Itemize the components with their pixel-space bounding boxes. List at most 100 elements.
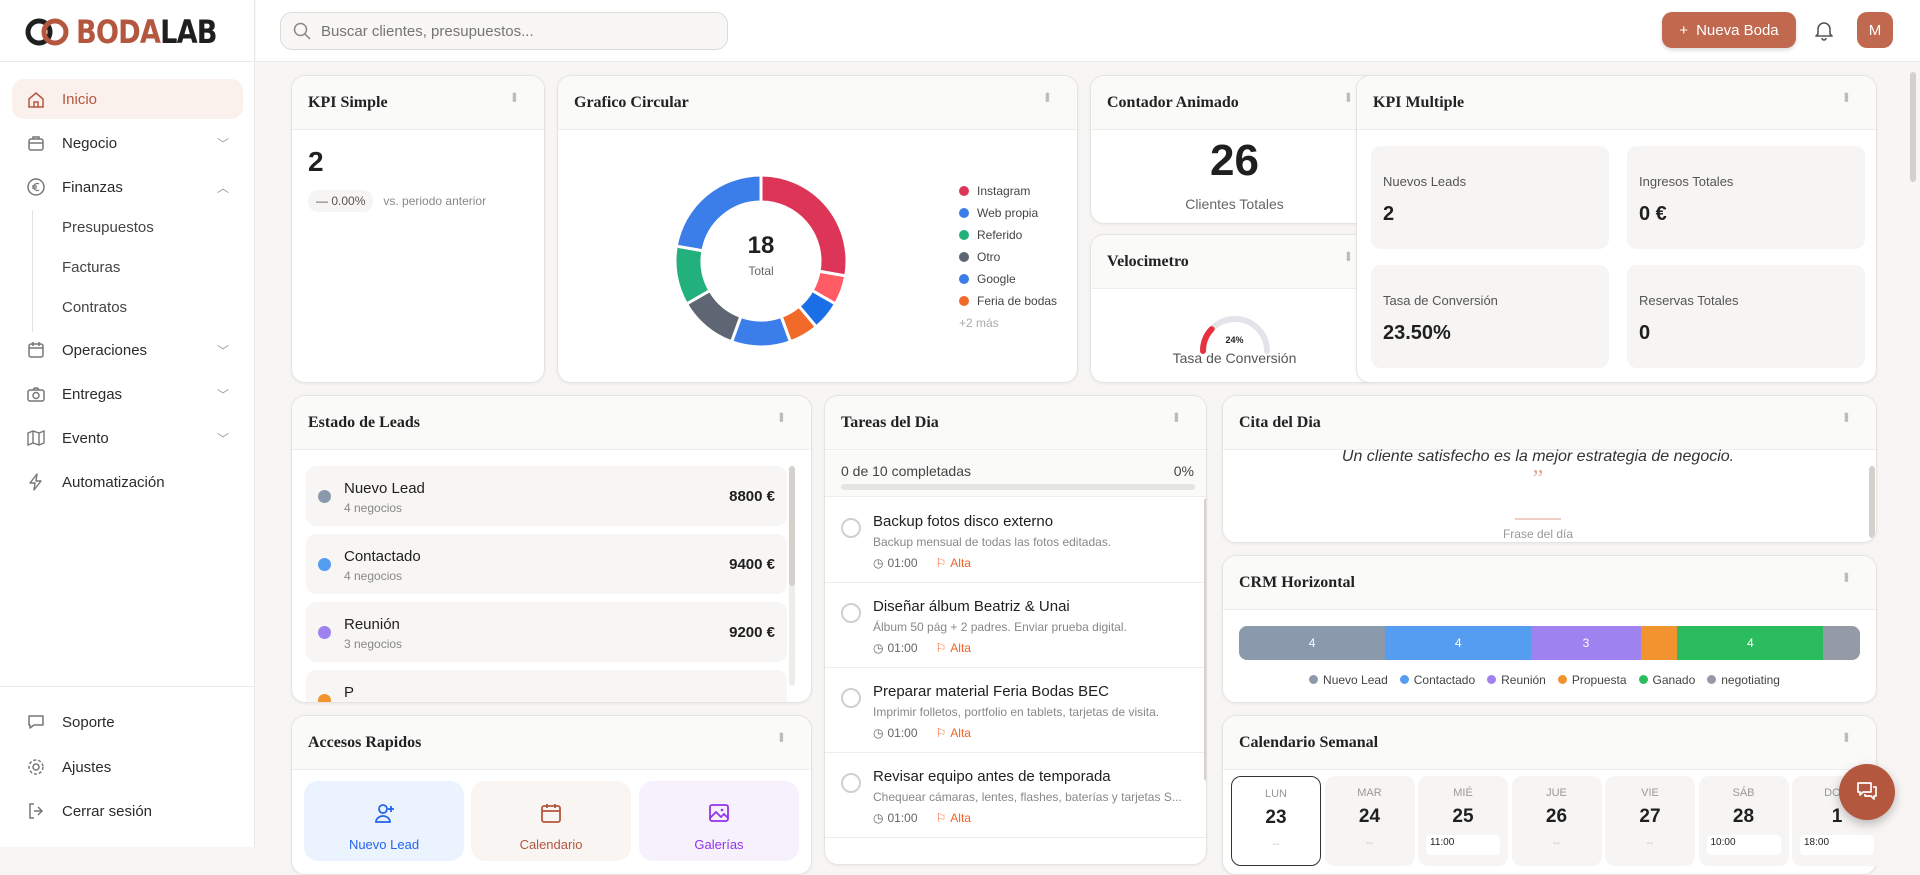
chat-button[interactable] — [1839, 764, 1895, 820]
more-options-icon[interactable]: ••• — [774, 732, 790, 741]
sidebar-item-operaciones[interactable]: Operaciones ﹀ — [12, 330, 243, 370]
scrollbar-thumb[interactable] — [789, 466, 795, 586]
stage-amount: 9200 € — [729, 624, 775, 641]
stage-dot — [318, 490, 331, 503]
crm-segment-nuevo-lead[interactable]: 4 — [1239, 626, 1386, 660]
sidebar-item-label: Entregas — [62, 385, 123, 403]
map-icon — [26, 428, 46, 448]
scrollbar-thumb[interactable] — [1869, 466, 1875, 538]
logo[interactable]: BODALAB — [24, 12, 241, 52]
calendar-day[interactable]: MAR 24 -- — [1324, 776, 1415, 866]
new-wedding-button[interactable]: + Nueva Boda — [1662, 12, 1796, 48]
legend-label: Otro — [977, 250, 1001, 264]
crm-segment-reunión[interactable]: 3 — [1531, 626, 1641, 660]
task-checkbox[interactable] — [841, 603, 861, 623]
task-item[interactable]: Backup fotos disco externo Backup mensual… — [825, 498, 1206, 583]
lead-stage-row[interactable]: Reunión 3 negocios 9200 € — [306, 602, 787, 662]
lead-stage-row[interactable]: Nuevo Lead 4 negocios 8800 € — [306, 466, 787, 526]
calendar-day[interactable]: LUN 23 -- — [1231, 776, 1321, 866]
quick-access-nuevo-lead[interactable]: Nuevo Lead — [304, 781, 464, 861]
change-badge: — 0.00% — [308, 190, 374, 212]
divider — [0, 686, 255, 687]
task-item[interactable]: Revisar equipo antes de temporada Chequea… — [825, 753, 1206, 838]
calendar-day[interactable]: JUE 26 -- — [1511, 776, 1602, 866]
donut-legend: Instagram Web propia Referido Otro Google Fer… — [959, 180, 1057, 334]
more-options-icon[interactable]: ••• — [1169, 412, 1185, 421]
avatar[interactable]: M — [1857, 12, 1893, 48]
crm-segment-contactado[interactable]: 4 — [1385, 626, 1532, 660]
crm-segment-propuesta[interactable] — [1640, 626, 1678, 660]
donut-slice-web-propia[interactable] — [674, 173, 763, 253]
legend-more[interactable]: +2 más — [959, 316, 999, 330]
calendar-day[interactable]: VIE 27 -- — [1605, 776, 1695, 866]
more-options-icon[interactable]: ••• — [1341, 92, 1357, 101]
more-options-icon[interactable]: ••• — [1839, 732, 1855, 741]
bell-icon[interactable] — [1812, 18, 1836, 42]
sidebar-bottom-item[interactable]: Soporte — [12, 702, 243, 742]
logo-text-boda: BODA — [76, 13, 161, 51]
chat-icon — [26, 712, 46, 732]
task-item[interactable]: Diseñar álbum Beatriz & Unai Álbum 50 pág… — [825, 583, 1206, 668]
gauge-fill — [1200, 326, 1215, 354]
search-icon — [293, 22, 311, 40]
sidebar-item-label: Soporte — [62, 713, 115, 731]
task-item[interactable]: Preparar material Feria Bodas BEC Imprimi… — [825, 668, 1206, 753]
counter-card: Contador Animado ••• 26 Clientes Totales — [1090, 75, 1379, 224]
crm-segment-ganado[interactable]: 4 — [1677, 626, 1824, 660]
crm-legend-item: Ganado — [1638, 673, 1695, 687]
task-checkbox[interactable] — [841, 773, 861, 793]
counter-label: Clientes Totales — [1185, 196, 1284, 212]
home-icon — [26, 89, 46, 109]
task-checkbox[interactable] — [841, 518, 861, 538]
stage-dot — [318, 694, 331, 702]
calendar-event[interactable]: 10:00 — [1706, 835, 1781, 855]
more-options-icon[interactable]: ••• — [507, 92, 523, 101]
more-options-icon[interactable]: ••• — [774, 412, 790, 421]
more-options-icon[interactable]: ••• — [1341, 251, 1357, 260]
sidebar-subitem[interactable]: Contratos — [62, 299, 128, 316]
more-options-icon[interactable]: ••• — [1839, 412, 1855, 421]
sidebar-item-finanzas[interactable]: Finanzas ︿ — [12, 167, 243, 207]
sidebar-bottom-item[interactable]: Ajustes — [12, 747, 243, 787]
search-box[interactable] — [280, 12, 728, 50]
card-title: KPI Simple — [292, 76, 544, 130]
legend-item: Google — [959, 268, 1057, 290]
calendar-event[interactable]: 18:00 — [1800, 835, 1874, 855]
sidebar-bottom-item[interactable]: Cerrar sesión — [12, 791, 243, 831]
task-time: 01:00 — [887, 556, 918, 570]
crm-segment-negotiating[interactable] — [1823, 626, 1860, 660]
task-description: Backup mensual de todas las fotos editad… — [873, 535, 1112, 549]
sidebar-item-evento[interactable]: Evento ﹀ — [12, 418, 243, 458]
kpi-tile-value: 23.50% — [1383, 322, 1451, 344]
sidebar-subitem[interactable]: Presupuestos — [62, 219, 154, 236]
lead-stage-row[interactable]: P — [306, 670, 787, 702]
quote-of-day-card: Cita del Dia ••• Un cliente satisfecho e… — [1222, 395, 1877, 543]
sidebar-item-negocio[interactable]: Negocio ﹀ — [12, 123, 243, 163]
sidebar-subitem[interactable]: Facturas — [62, 259, 121, 276]
logout-icon — [26, 801, 46, 821]
more-options-icon[interactable]: ••• — [1040, 92, 1056, 101]
chevron-down-icon: ﹀ — [216, 387, 229, 402]
scrollbar-thumb[interactable] — [1204, 498, 1206, 781]
quick-access-galerías[interactable]: Galerías — [639, 781, 799, 861]
sidebar-item-automatizacin[interactable]: Automatización — [12, 462, 243, 502]
task-checkbox[interactable] — [841, 688, 861, 708]
search-input[interactable] — [321, 22, 701, 40]
calendar-event[interactable]: 11:00 — [1426, 835, 1500, 855]
page-scrollbar-thumb[interactable] — [1910, 72, 1916, 182]
day-name: LUN — [1264, 788, 1287, 800]
legend-dot — [959, 274, 969, 284]
sidebar-item-inicio[interactable]: Inicio — [12, 79, 243, 119]
sidebar-item-entregas[interactable]: Entregas ﹀ — [12, 374, 243, 414]
more-options-icon[interactable]: ••• — [1839, 572, 1855, 581]
quick-access-calendario[interactable]: Calendario — [471, 781, 631, 861]
kpi-tile-label: Reservas Totales — [1639, 293, 1739, 308]
calendar-day[interactable]: SÁB 28 10:00 — [1698, 776, 1789, 866]
legend-dot — [1707, 675, 1717, 684]
lead-stage-row[interactable]: Contactado 4 negocios 9400 € — [306, 534, 787, 594]
calendar-day[interactable]: MIÉ 25 11:00 — [1418, 776, 1508, 866]
day-date: 28 — [1732, 806, 1755, 827]
sidebar-item-label: Ajustes — [62, 758, 112, 776]
task-description: Álbum 50 pág + 2 padres. Enviar prueba d… — [873, 620, 1127, 634]
more-options-icon[interactable]: ••• — [1839, 92, 1855, 101]
